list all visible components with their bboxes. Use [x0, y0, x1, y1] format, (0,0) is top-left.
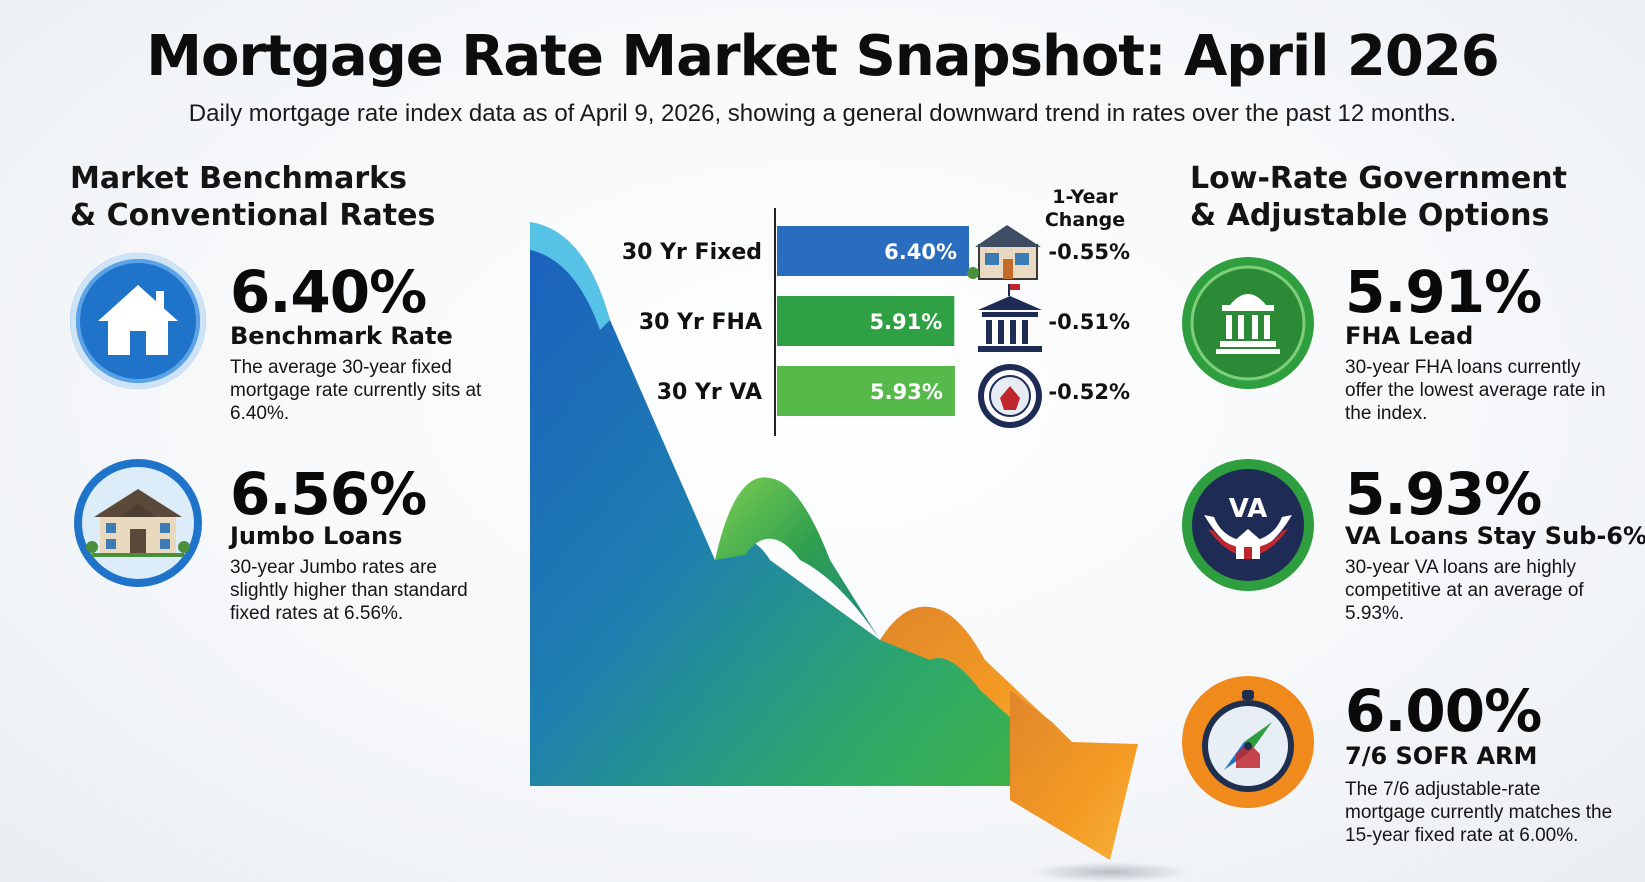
arm-label: 7/6 SOFR ARM: [1345, 742, 1538, 770]
bar-value-label: 5.91%: [869, 310, 942, 334]
fha-label: FHA Lead: [1345, 322, 1474, 350]
ribbon-main-face: [530, 222, 1010, 786]
change-value-label: -0.52%: [1048, 380, 1130, 404]
rate-bar: [777, 366, 955, 416]
rate-bar: [777, 296, 955, 346]
left-section-heading: Market Benchmarks & Conventional Rates: [70, 160, 435, 234]
bar-value-label: 5.93%: [870, 380, 943, 404]
benchmark-label: Benchmark Rate: [230, 322, 453, 350]
page-subtitle: Daily mortgage rate index data as of Apr…: [188, 100, 1457, 127]
va-icon-text: VA: [1229, 494, 1267, 524]
left-heading-line2: & Conventional Rates: [70, 198, 436, 233]
va-label: VA Loans Stay Sub-6%: [1345, 522, 1645, 550]
house-icon: [76, 259, 200, 383]
row-va-seal-icon: [978, 364, 1042, 428]
row-government-building-icon: [978, 284, 1042, 352]
left-heading-line1: Market Benchmarks: [70, 161, 407, 196]
page-title: Mortgage Rate Market Snapshot: April 202…: [146, 24, 1500, 89]
right-section-heading: Low-Rate Government & Adjustable Options: [1190, 160, 1567, 234]
benchmark-description: The average 30-year fixed mortgage rate …: [230, 357, 482, 424]
change-header-line1: 1-Year: [1052, 186, 1118, 208]
ribbon-arrow-head: [1010, 690, 1138, 860]
government-building-icon: [1182, 257, 1314, 389]
compass-icon: [1182, 676, 1314, 808]
ribbon-top-curl: [530, 222, 610, 330]
mansion-icon: [74, 459, 202, 587]
jumbo-label: Jumbo Loans: [230, 522, 403, 550]
jumbo-value: 6.56%: [230, 460, 427, 528]
fha-value: 5.91%: [1345, 258, 1542, 326]
change-value-label: -0.55%: [1048, 240, 1130, 264]
right-heading-line2: & Adjustable Options: [1190, 198, 1550, 233]
jumbo-description: 30-year Jumbo rates are slightly higher …: [230, 557, 468, 624]
va-shield-icon: VA: [1182, 459, 1314, 591]
mansion-icon-circle: [70, 455, 206, 591]
descending-ribbon-arrow: [530, 222, 1190, 882]
benchmark-value: 6.40%: [230, 258, 427, 326]
va-shield-icon-circle: VA: [1178, 455, 1318, 595]
change-header-line2: Change: [1045, 209, 1125, 231]
category-label: 30 Yr VA: [657, 380, 762, 405]
category-label: 30 Yr FHA: [639, 310, 762, 335]
change-value-label: -0.51%: [1048, 310, 1130, 334]
va-value: 5.93%: [1345, 460, 1542, 528]
bars-layer: 30 Yr Fixed 6.40% -0.55% 30 Yr FHA 5.91% -0.5…: [622, 226, 1130, 416]
house-icon-circle: [70, 253, 206, 389]
row-house-icon: [967, 225, 1041, 280]
government-building-icon-circle: [1178, 253, 1318, 393]
bar-value-label: 6.40%: [884, 240, 957, 264]
category-label: 30 Yr Fixed: [622, 240, 762, 265]
compass-icon-circle: [1178, 672, 1318, 812]
ribbon-green-fold: [715, 477, 880, 640]
arm-value: 6.00%: [1345, 677, 1542, 745]
va-description: 30-year VA loans are highly competitive …: [1345, 557, 1584, 624]
right-heading-line1: Low-Rate Government: [1190, 161, 1567, 196]
arm-description: The 7/6 adjustable-rate mortgage current…: [1345, 779, 1613, 846]
rate-bar: [777, 226, 969, 276]
fha-description: 30-year FHA loans currently offer the lo…: [1345, 357, 1606, 424]
arrow-shadow: [1030, 862, 1190, 882]
